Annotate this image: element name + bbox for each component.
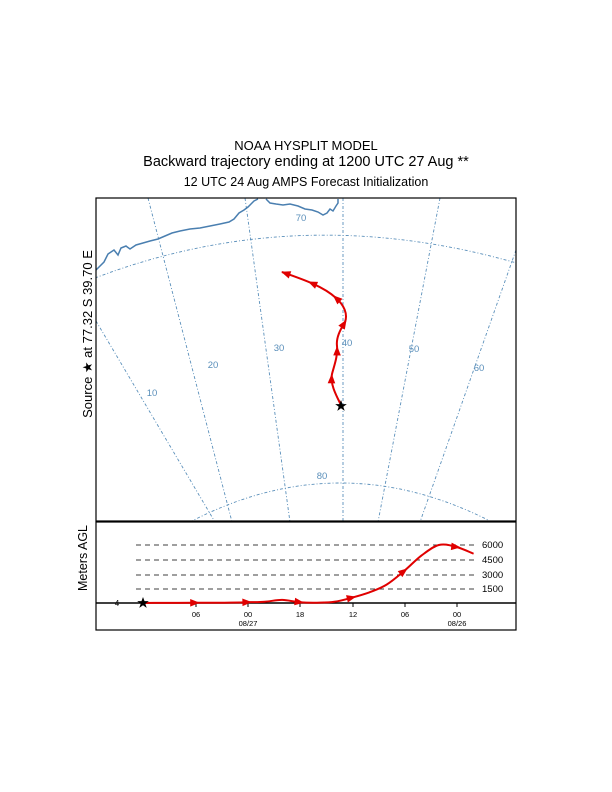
latitude-line-70 xyxy=(96,234,516,279)
height-label-3000: 3000 xyxy=(482,570,503,581)
model-title: NOAA HYSPLIT MODEL xyxy=(234,138,378,153)
longitude-label-50: 50 xyxy=(409,344,420,355)
trajectory-height-marker xyxy=(190,599,200,607)
vertical-panel: 6000 4500 3000 1500 06 00 18 12 06 00 08… xyxy=(95,521,517,631)
longitude-line-60 xyxy=(419,249,516,521)
vertical-panel-border xyxy=(95,521,517,631)
time-tick-label: 00 xyxy=(453,610,461,619)
coastline-west xyxy=(96,198,259,271)
latitude-line-80 xyxy=(190,482,489,521)
trajectory-map-marker xyxy=(333,345,341,356)
initialization-subtitle: 12 UTC 24 Aug AMPS Forecast Initializati… xyxy=(183,175,429,189)
vertical-left-edge-label: 4 xyxy=(115,599,120,608)
source-star-icon xyxy=(137,597,149,608)
height-label-1500: 1500 xyxy=(482,584,503,595)
time-tick-label: 06 xyxy=(401,610,409,619)
trajectory-map-marker xyxy=(327,373,336,384)
longitude-label-40: 40 xyxy=(342,338,353,349)
trajectory-map-marker xyxy=(281,271,292,279)
trajectory-map-marker xyxy=(307,281,319,289)
vertical-trajectory xyxy=(142,542,474,607)
map-grid-labels: 70 80 10 20 30 40 50 60 xyxy=(147,213,485,482)
trajectory-title: Backward trajectory ending at 1200 UTC 2… xyxy=(143,154,469,170)
trajectory-height-markers xyxy=(190,542,461,607)
height-labels: 6000 4500 3000 1500 xyxy=(482,540,503,595)
longitude-line-50 xyxy=(377,198,441,521)
latitude-label-70: 70 xyxy=(296,213,307,224)
time-tick-labels: 06 00 18 12 06 00 08/27 08/26 xyxy=(192,610,467,628)
height-label-6000: 6000 xyxy=(482,540,503,551)
coastline-east xyxy=(265,198,339,216)
trajectory-height-marker xyxy=(242,598,252,607)
time-tick-label: 18 xyxy=(296,610,304,619)
date-label: 08/27 xyxy=(239,619,258,628)
trajectory-map-marker xyxy=(332,295,343,305)
trajectory-height-marker xyxy=(294,597,305,606)
time-tick-label: 06 xyxy=(192,610,200,619)
trajectory-height-marker xyxy=(450,542,461,551)
trajectory-height-marker xyxy=(346,595,357,603)
longitude-label-60: 60 xyxy=(474,363,485,374)
date-label: 08/26 xyxy=(448,619,467,628)
height-reference-lines xyxy=(136,544,476,590)
height-label-4500: 4500 xyxy=(482,555,503,566)
trajectory-height-marker xyxy=(397,568,408,578)
latitude-label-80: 80 xyxy=(317,471,328,482)
time-tick-label: 00 xyxy=(244,610,252,619)
longitude-label-20: 20 xyxy=(208,360,219,371)
longitude-label-10: 10 xyxy=(147,388,158,399)
time-tick-label: 12 xyxy=(349,610,357,619)
trajectory-height-path xyxy=(142,543,474,604)
trajectory-map-markers xyxy=(281,271,347,384)
source-star-icon xyxy=(335,400,347,411)
longitude-label-30: 30 xyxy=(274,343,285,354)
longitude-line-30 xyxy=(244,198,291,521)
map-panel: 70 80 10 20 30 40 50 60 xyxy=(95,197,517,522)
map-frame xyxy=(96,198,516,521)
map-grid xyxy=(96,198,516,521)
longitude-line-20 xyxy=(96,320,215,521)
trajectory-map-marker xyxy=(338,319,347,330)
map-border xyxy=(95,197,517,522)
